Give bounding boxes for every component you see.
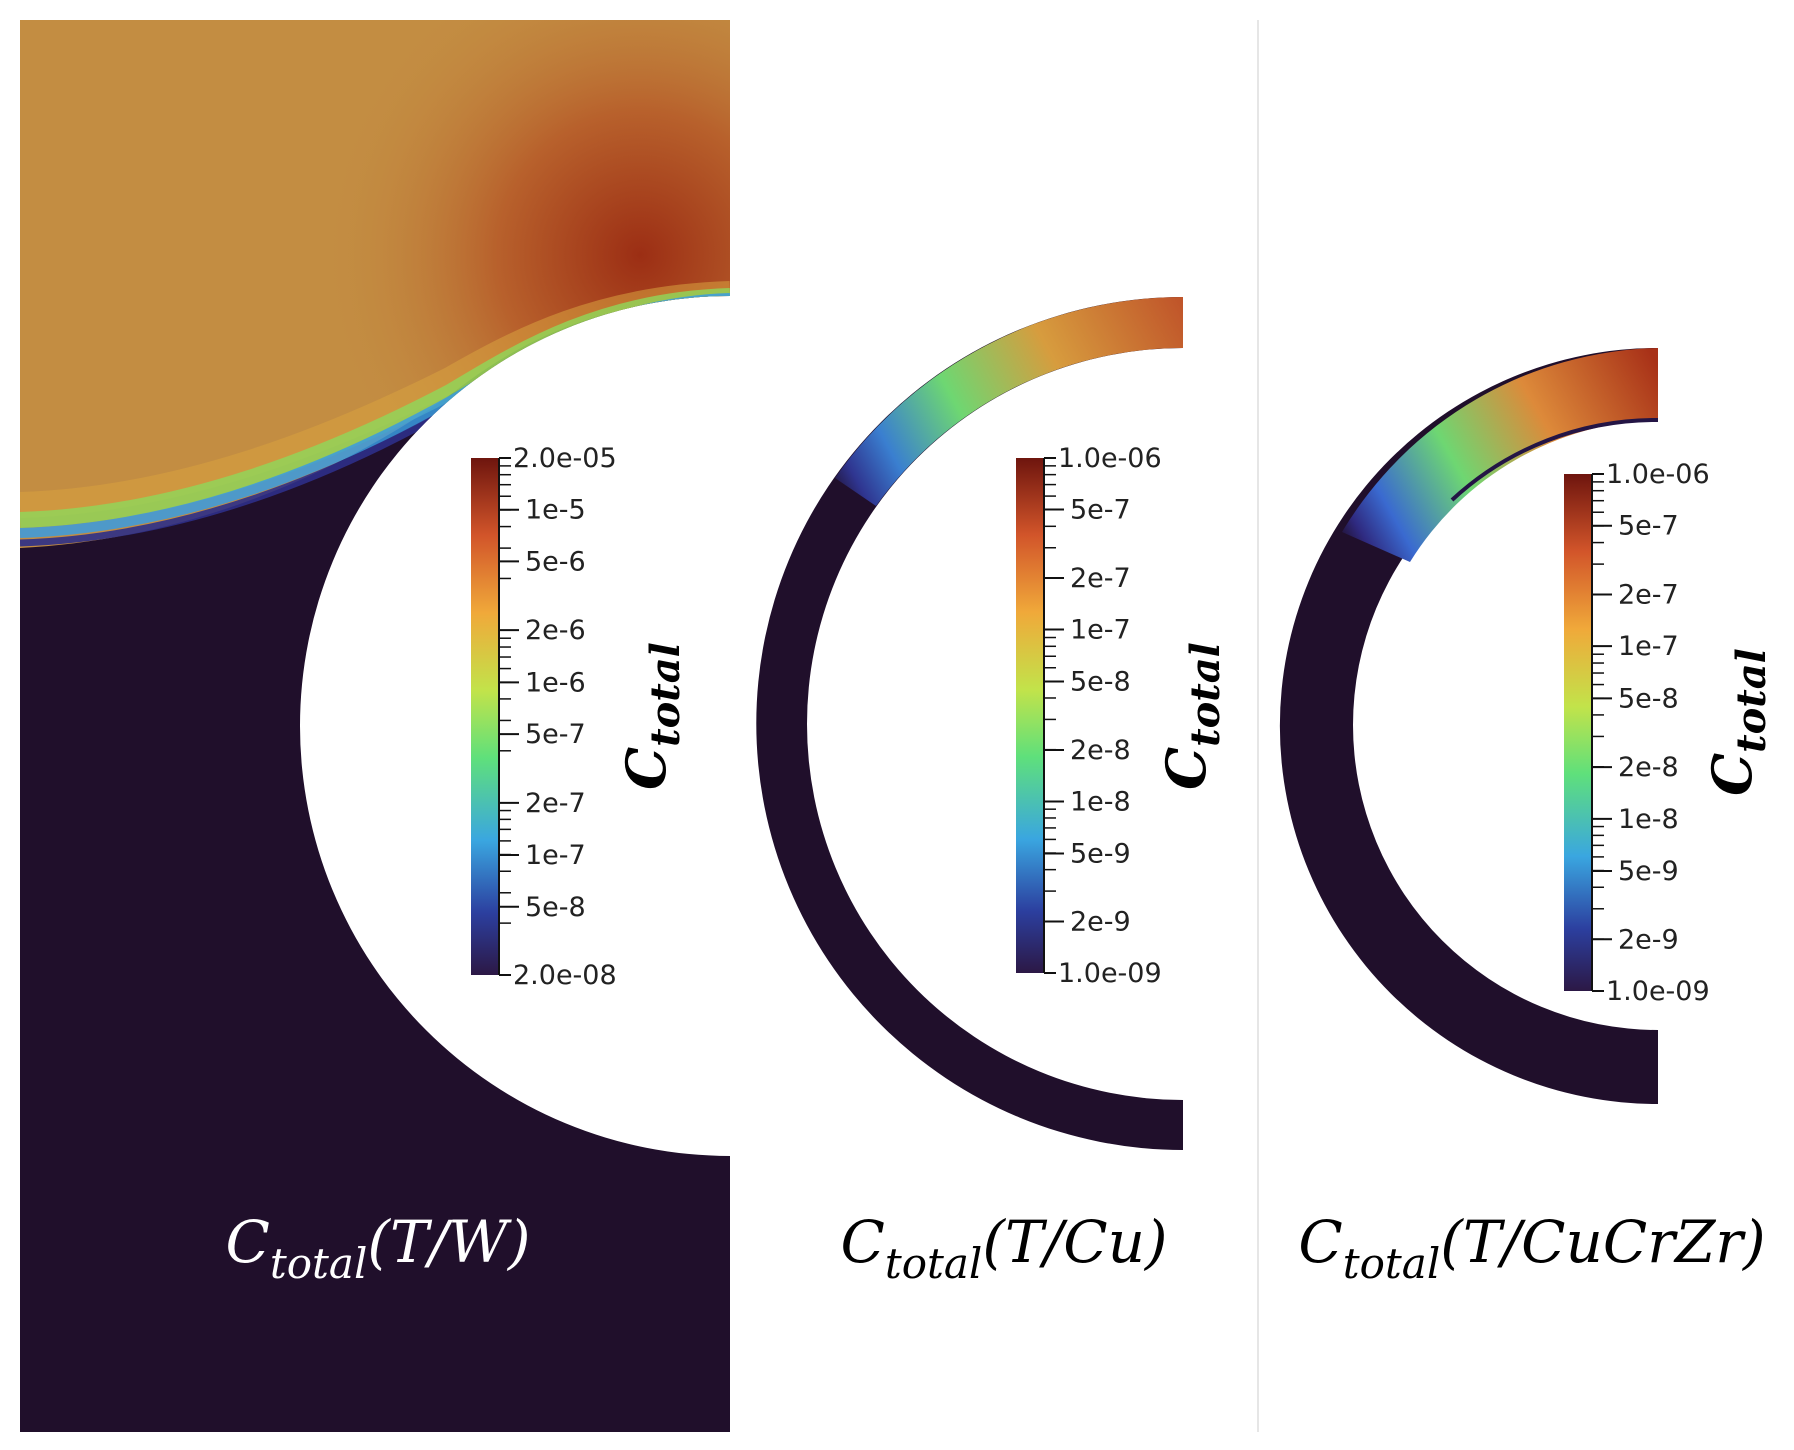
colorbar-tick-label: 1e-6	[525, 667, 586, 698]
panel-caption: Ctotal(T/W)	[225, 1208, 530, 1288]
colorbar-tw: 2.0e-05 2.0e-08 1e-5 5e-6 2e-6 1e-6 5e-7 2e-7 1e…	[471, 443, 689, 991]
tcu-ring-top	[835, 297, 1183, 506]
panel-tcucrzr	[1279, 347, 1659, 1104]
colorbar-min-label: 1.0e-09	[1606, 976, 1710, 1007]
colorbar-tick-label: 2e-8	[1070, 735, 1131, 766]
tcucrzr-ring-top	[1342, 348, 1658, 562]
colorbar-tick-label: 1e-7	[525, 840, 586, 871]
colorbar-tick-label: 5e-9	[1070, 839, 1131, 870]
colorbar-tick-label: 5e-6	[525, 546, 586, 577]
colorbar-tick-label: 1e-7	[1618, 631, 1679, 662]
colorbar-min-label: 1.0e-09	[1058, 958, 1162, 989]
colorbar-tick-label: 1e-7	[1070, 614, 1131, 645]
colorbar-tick-label: 2e-7	[1070, 563, 1131, 594]
panel-tcu	[756, 296, 1183, 1151]
colorbar-axis-label: Ctotal	[614, 642, 689, 790]
panel-caption: Ctotal(T/Cu)	[840, 1208, 1167, 1288]
colorbar-tick-label: 5e-9	[1618, 856, 1679, 887]
colorbar-tick-label: 2e-9	[1618, 924, 1679, 955]
colorbar-axis-label: Ctotal	[1154, 642, 1229, 790]
colorbar-tick-label: 2e-7	[1618, 579, 1679, 610]
colorbar-max-label: 1.0e-06	[1606, 459, 1710, 490]
colorbar-tick-label: 5e-7	[1070, 495, 1131, 526]
colorbar-gradient	[471, 458, 499, 975]
colorbar-tick-label: 2e-9	[1070, 907, 1131, 938]
colorbar-tick-label: 2e-8	[1618, 752, 1679, 783]
panel-caption: Ctotal(T/CuCrZr)	[1298, 1208, 1765, 1288]
colorbar-axis-label: Ctotal	[1700, 648, 1775, 796]
colorbar-tick-label: 1e-5	[525, 495, 586, 526]
colorbar-min-label: 2.0e-08	[513, 960, 617, 991]
colorbar-tick-label: 5e-7	[525, 719, 586, 750]
colorbar-tcu: 1.0e-06 1.0e-09 5e-7 2e-7 1e-7 5e-8 2e-8 1e-8 5e…	[1016, 443, 1229, 989]
colorbar-tick-label: 1e-8	[1618, 804, 1679, 835]
colorbar-tick-label: 1e-8	[1070, 787, 1131, 818]
colorbar-tick-label: 5e-8	[1618, 683, 1679, 714]
colorbar-gradient	[1016, 458, 1044, 973]
colorbar-tick-label: 5e-7	[1618, 511, 1679, 542]
colorbar-tick-label: 2e-6	[525, 615, 586, 646]
colorbar-tick-label: 5e-8	[1070, 667, 1131, 698]
colorbar-max-label: 2.0e-05	[513, 443, 617, 474]
tcu-ring	[756, 296, 1183, 1151]
colorbar-max-label: 1.0e-06	[1058, 443, 1162, 474]
colorbar-gradient	[1564, 474, 1592, 991]
colorbar-tick-label: 5e-8	[525, 892, 586, 923]
colorbar-tick-label: 2e-7	[525, 788, 586, 819]
colorbar-tcucrzr: 1.0e-06 1.0e-09 5e-7 2e-7 1e-7 5e-8 2e-8 1e-8 5e…	[1564, 459, 1775, 1007]
